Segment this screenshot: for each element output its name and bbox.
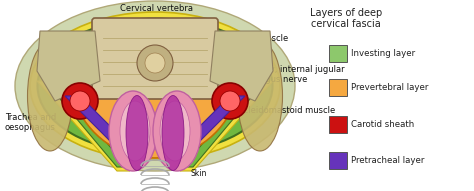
Circle shape xyxy=(220,91,240,111)
Text: Carotid artery, internal jugular
vein and vagus nerve: Carotid artery, internal jugular vein an… xyxy=(216,65,344,84)
Ellipse shape xyxy=(37,19,273,154)
Polygon shape xyxy=(65,96,135,151)
Ellipse shape xyxy=(120,101,150,161)
Wedge shape xyxy=(75,73,235,158)
Circle shape xyxy=(145,53,165,73)
Polygon shape xyxy=(37,81,130,171)
Polygon shape xyxy=(210,31,273,101)
Text: Layers of deep
cervical fascia: Layers of deep cervical fascia xyxy=(310,8,382,29)
Ellipse shape xyxy=(160,101,190,161)
Circle shape xyxy=(70,91,90,111)
Bar xyxy=(329,116,347,133)
Circle shape xyxy=(137,45,173,81)
Polygon shape xyxy=(37,31,100,101)
Text: Trachea and
oesophagus: Trachea and oesophagus xyxy=(5,112,56,132)
Bar xyxy=(329,152,347,169)
Ellipse shape xyxy=(30,12,280,160)
Text: Investing layer: Investing layer xyxy=(351,49,416,58)
Text: Thyroid gland: Thyroid gland xyxy=(111,149,169,158)
Ellipse shape xyxy=(237,41,283,151)
Text: Cervical vertebra: Cervical vertebra xyxy=(120,4,193,13)
Bar xyxy=(329,45,347,62)
Ellipse shape xyxy=(162,96,184,171)
Ellipse shape xyxy=(55,19,255,134)
Text: Pretracheal layer: Pretracheal layer xyxy=(351,156,425,165)
Bar xyxy=(329,79,347,96)
Circle shape xyxy=(212,83,248,119)
Ellipse shape xyxy=(15,1,295,171)
Text: Skin: Skin xyxy=(191,169,207,178)
Text: Prevertebral layer: Prevertebral layer xyxy=(351,83,429,92)
Ellipse shape xyxy=(153,91,201,171)
Polygon shape xyxy=(175,96,245,151)
Text: Sternocleidomastoid muscle: Sternocleidomastoid muscle xyxy=(216,106,335,115)
FancyBboxPatch shape xyxy=(92,18,218,99)
Circle shape xyxy=(62,83,98,119)
Text: Trapezius muscle: Trapezius muscle xyxy=(216,34,288,43)
Ellipse shape xyxy=(109,91,157,171)
Ellipse shape xyxy=(126,96,148,171)
Polygon shape xyxy=(183,81,265,167)
Polygon shape xyxy=(45,81,127,167)
Text: Carotid sheath: Carotid sheath xyxy=(351,120,415,129)
Polygon shape xyxy=(180,81,273,171)
Ellipse shape xyxy=(27,41,73,151)
